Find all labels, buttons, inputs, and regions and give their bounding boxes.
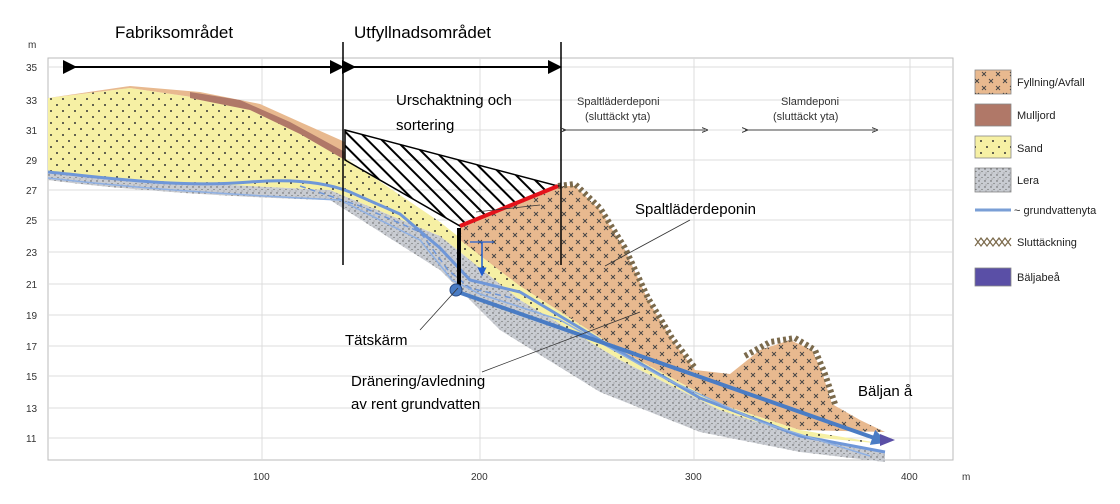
legend: Fyllning/Avfall Mulljord Sand Lera ~ gru…: [974, 69, 1097, 287]
label-dranering-1: Dränering/avledning: [351, 373, 485, 390]
label-tatskarm: Tätskärm: [345, 332, 408, 349]
label-dranering-2: av rent grundvatten: [351, 396, 480, 413]
label-spaltladerdeponin: Spaltläderdeponin: [635, 201, 756, 218]
y-tick: 19: [26, 311, 38, 322]
label-spaltlader-area-1: Spaltläderdeponi: [577, 96, 660, 108]
zone-label-fabrik: Fabriksområdet: [115, 23, 233, 42]
legend-swatch-baljabea: [974, 267, 1012, 287]
label-excavation-2: sortering: [396, 117, 454, 134]
x-tick: 200: [471, 472, 488, 483]
y-tick: 13: [26, 404, 38, 415]
legend-label-grundvatten: ~ grundvattenyta: [1014, 205, 1097, 217]
y-tick: 25: [26, 216, 38, 227]
mulljord-band: [190, 92, 345, 160]
groundwater-line: [47, 170, 886, 454]
sluttackning-cover: [557, 180, 698, 370]
seal-line: [459, 184, 559, 228]
y-tick: 35: [26, 63, 38, 74]
x-axis-unit: m: [962, 472, 970, 483]
legend-swatch-mulljord: [974, 103, 1012, 127]
y-tick: 17: [26, 342, 38, 353]
drain-arrow: [457, 290, 888, 445]
legend-label-mulljord: Mulljord: [1017, 110, 1056, 122]
legend-label-fyllning: Fyllning/Avfall: [1017, 77, 1085, 89]
y-tick: 33: [26, 96, 38, 107]
zone-label-utfyllnad: Utfyllnadsområdet: [354, 23, 491, 42]
legend-label-sand: Sand: [1017, 143, 1043, 155]
legend-label-sluttackning: Sluttäckning: [1017, 237, 1077, 249]
y-tick: 15: [26, 372, 38, 383]
x-tick: 100: [253, 472, 270, 483]
x-tick: 400: [901, 472, 918, 483]
legend-label-baljabea: Bäljabeå: [1017, 272, 1061, 284]
label-spaltlader-area-2: (sluttäckt yta): [585, 111, 650, 123]
y-tick: 31: [26, 126, 38, 137]
y-tick: 21: [26, 280, 38, 291]
label-excavation-1: Urschaktning och: [396, 92, 512, 109]
leader-excavation: [475, 204, 541, 213]
label-baljan: Bäljan å: [858, 383, 913, 400]
leader-dranering: [481, 311, 641, 373]
label-slam-area-1: Slamdeponi: [781, 96, 839, 108]
leader-spaltlader: [604, 219, 691, 267]
y-tick: 11: [26, 434, 37, 445]
y-axis-unit: m: [28, 40, 36, 51]
y-tick: 27: [26, 186, 38, 197]
label-slam-area-2: (sluttäckt yta): [773, 111, 838, 123]
legend-label-lera: Lera: [1017, 175, 1040, 187]
leader-tatskarm: [419, 287, 459, 331]
x-tick: 300: [685, 472, 702, 483]
y-tick: 29: [26, 156, 38, 167]
y-tick: 23: [26, 248, 38, 259]
legend-swatch-sluttackning: [974, 237, 1012, 247]
